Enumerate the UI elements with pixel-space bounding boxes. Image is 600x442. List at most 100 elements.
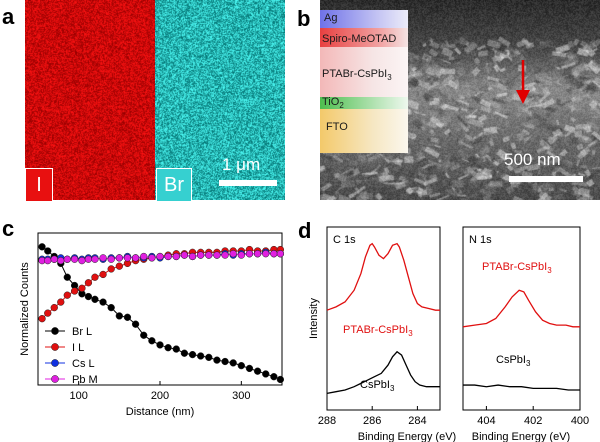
xtick-label-c: 200 — [151, 390, 169, 402]
series-label-cspbi-n1s-sub: 3 — [526, 359, 531, 368]
series-label-ptabr-n1s-main: PTABr-CsPbI — [482, 261, 547, 273]
data-point-pb-m — [229, 250, 237, 258]
xlabel-c: Distance (nm) — [126, 406, 194, 418]
data-point-pb-m — [50, 255, 58, 263]
data-point-br-l — [188, 350, 197, 359]
spectrum-c1s-cspbi3 — [326, 350, 440, 395]
legend-marker — [51, 343, 59, 351]
data-point-pb-m — [270, 250, 278, 258]
series-label-cspbi-c1s-sub: 3 — [390, 384, 395, 393]
data-point-br-l — [84, 292, 93, 301]
data-point-i-l — [99, 270, 107, 279]
data-point-pb-m — [84, 255, 93, 263]
scale-bar-a — [219, 180, 277, 186]
spectrum-n1s-ptabr-cspbi3 — [462, 289, 580, 328]
label-tio2-sub: 2 — [339, 101, 344, 111]
xtick-label-c: 300 — [232, 390, 250, 402]
data-point-br-l — [245, 364, 254, 373]
data-point-pb-m — [70, 255, 79, 263]
data-point-pb-m — [213, 251, 221, 259]
panel-label-a: a — [2, 4, 15, 29]
layer-spiro — [320, 28, 408, 47]
data-point-pb-m — [262, 250, 270, 258]
xtick-label-n1s: 402 — [524, 415, 542, 427]
series-label-ptabr-c1s: PTABr-CsPbI3 — [343, 324, 413, 338]
data-point-br-l — [213, 356, 221, 364]
xtick-label-c1s: 286 — [363, 415, 381, 427]
legend-label: Pb M — [72, 374, 98, 386]
data-point-br-l — [131, 320, 140, 328]
series-label-cspbi-c1s-main: CsPbI — [360, 379, 390, 391]
data-point-pb-m — [91, 255, 99, 263]
data-point-pb-m — [140, 252, 148, 261]
xtick-label-c1s: 284 — [408, 415, 426, 427]
data-point-i-l — [57, 298, 65, 306]
eds-map-iodine — [25, 0, 155, 200]
data-point-br-l — [180, 349, 189, 357]
sem-cross-section — [320, 0, 600, 200]
ylabel-d: Intensity — [308, 298, 320, 339]
xtick-label-n1s: 404 — [477, 415, 495, 427]
panel-label-b: b — [297, 6, 311, 31]
legend-marker — [51, 359, 59, 367]
data-point-br-l — [197, 352, 205, 360]
legend-marker — [51, 327, 59, 335]
layer-stack — [320, 10, 408, 153]
label-perovskite: PTABr-CsPbI3 — [322, 68, 392, 82]
ylabel-c: Normalized Counts — [19, 262, 31, 356]
data-point-pb-m — [44, 256, 52, 265]
label-tio2-main: TiO — [322, 96, 340, 108]
data-point-br-l — [262, 370, 270, 378]
legend-label: I L — [72, 342, 84, 354]
data-point-br-l — [123, 313, 132, 321]
data-point-pb-m — [107, 255, 115, 263]
data-point-i-l — [63, 291, 71, 299]
data-point-br-l — [270, 373, 278, 381]
data-point-pb-m — [180, 251, 189, 259]
data-point-i-l — [50, 303, 58, 312]
data-point-pb-m — [156, 252, 164, 261]
data-point-pb-m — [123, 254, 132, 262]
xlabel-d-left: Binding Energy (eV) — [358, 431, 456, 442]
label-spiro: Spiro-MeOTAD — [322, 33, 397, 45]
data-point-br-l — [148, 337, 156, 345]
data-point-br-l — [276, 375, 285, 384]
data-point-pb-m — [221, 251, 229, 259]
layer-ag — [320, 10, 408, 28]
scale-bar-b — [509, 176, 583, 182]
data-point-br-l — [156, 341, 164, 349]
data-point-i-l — [44, 309, 52, 317]
data-point-i-l — [84, 279, 93, 287]
data-point-pb-m — [131, 254, 140, 262]
data-point-i-l — [115, 262, 123, 270]
label-fto: FTO — [326, 121, 348, 133]
plot-frame-n1s — [462, 226, 581, 411]
data-point-br-l — [91, 295, 99, 303]
layer-tio2 — [320, 97, 408, 109]
series-label-cspbi-n1s-main: CsPbI — [496, 354, 526, 366]
data-point-br-l — [115, 312, 123, 320]
data-point-br-l — [205, 353, 213, 362]
iodine-tag: I — [25, 168, 53, 202]
data-point-pb-m — [115, 254, 123, 262]
data-point-br-l — [253, 367, 262, 375]
data-point-pb-m — [63, 255, 71, 263]
series-label-cspbi-c1s: CsPbI3 — [360, 379, 395, 393]
data-point-pb-m — [237, 251, 245, 259]
data-point-pb-m — [78, 256, 86, 265]
legend-label: Cs L — [72, 358, 95, 370]
data-point-br-l — [237, 362, 245, 370]
data-point-pb-m — [245, 250, 254, 258]
data-point-br-l — [140, 331, 148, 339]
data-point-br-l — [172, 345, 180, 353]
layer-fto — [320, 109, 408, 153]
data-point-pb-m — [57, 256, 65, 265]
eds-map-bromine — [155, 0, 285, 200]
data-point-i-l — [78, 284, 86, 292]
data-point-pb-m — [205, 251, 213, 259]
data-point-i-l — [91, 273, 99, 281]
spectrum-n1s-cspbi3 — [463, 384, 580, 391]
label-ag: Ag — [324, 12, 338, 24]
data-point-pb-m — [172, 252, 180, 261]
